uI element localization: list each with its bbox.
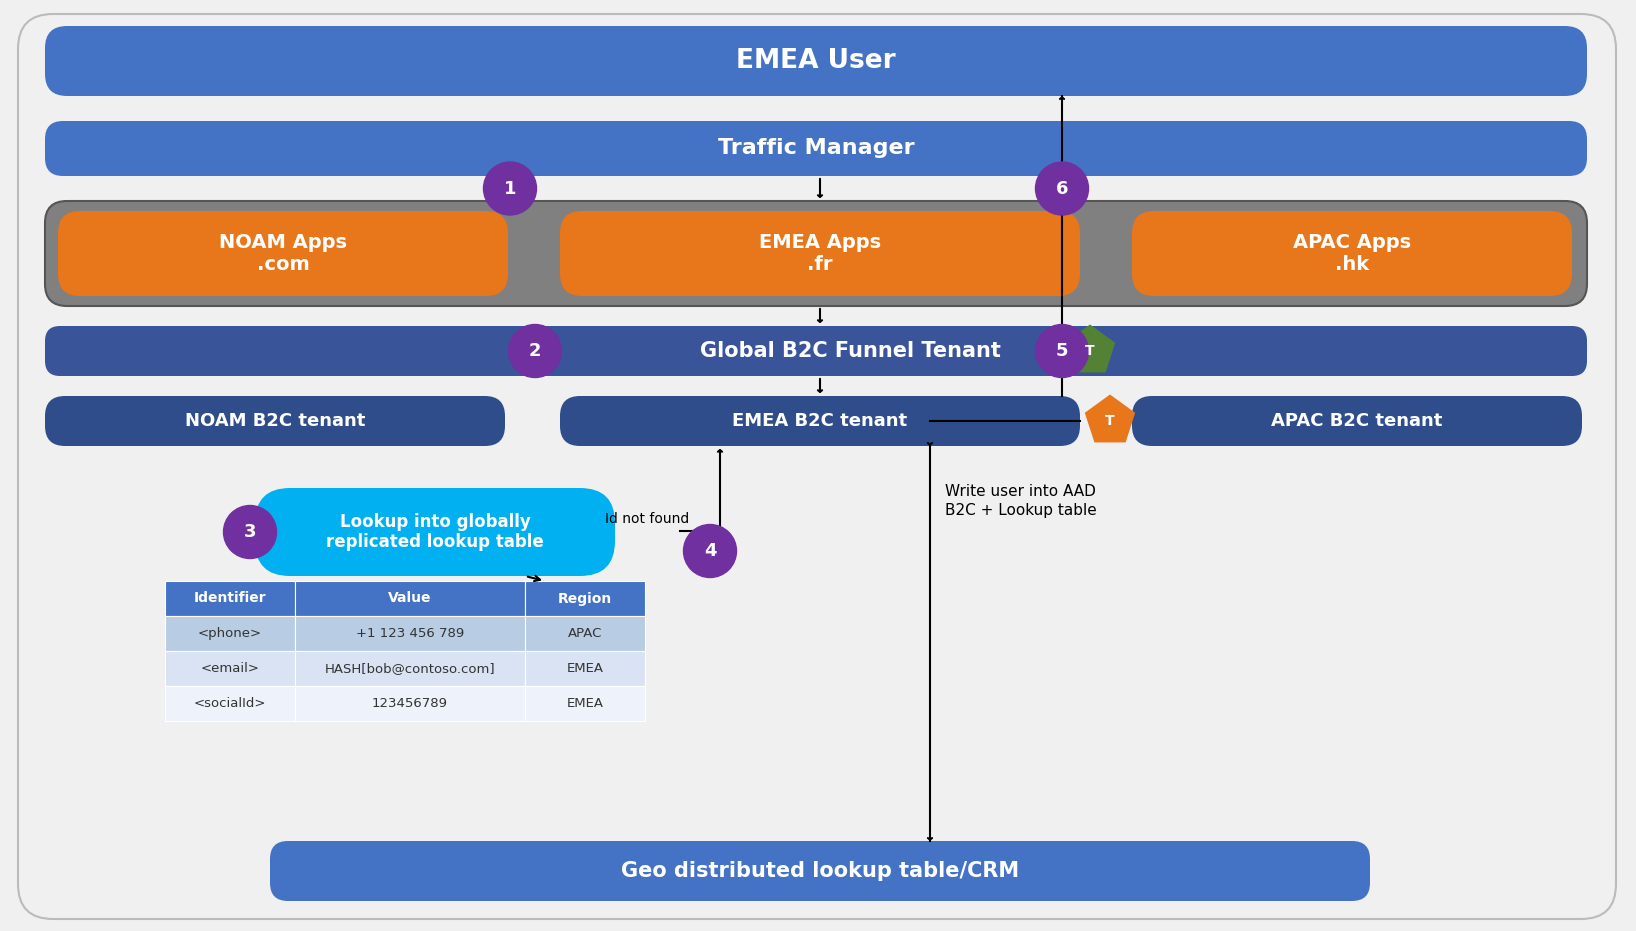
Text: EMEA Apps
.fr: EMEA Apps .fr bbox=[759, 233, 882, 274]
Text: Value: Value bbox=[388, 591, 432, 605]
Text: 3: 3 bbox=[244, 523, 257, 541]
FancyBboxPatch shape bbox=[46, 26, 1587, 96]
Text: Identifier: Identifier bbox=[193, 591, 267, 605]
Text: NOAM B2C tenant: NOAM B2C tenant bbox=[185, 412, 365, 430]
Circle shape bbox=[1036, 325, 1088, 377]
Text: <email>: <email> bbox=[201, 662, 260, 675]
Bar bbox=[294, 651, 525, 686]
Text: 1: 1 bbox=[504, 180, 517, 197]
FancyBboxPatch shape bbox=[1132, 396, 1582, 446]
Text: APAC Apps
.hk: APAC Apps .hk bbox=[1292, 233, 1412, 274]
Text: <socialId>: <socialId> bbox=[193, 697, 267, 710]
Text: 6: 6 bbox=[1055, 180, 1068, 197]
FancyBboxPatch shape bbox=[255, 488, 615, 576]
Text: 2: 2 bbox=[528, 342, 542, 360]
Text: +1 123 456 789: +1 123 456 789 bbox=[357, 627, 465, 640]
FancyBboxPatch shape bbox=[18, 14, 1616, 919]
Text: EMEA B2C tenant: EMEA B2C tenant bbox=[733, 412, 908, 430]
Text: 5: 5 bbox=[1055, 342, 1068, 360]
Circle shape bbox=[224, 506, 276, 559]
Circle shape bbox=[684, 524, 736, 577]
FancyBboxPatch shape bbox=[46, 201, 1587, 306]
Text: Lookup into globally
replicated lookup table: Lookup into globally replicated lookup t… bbox=[326, 513, 543, 551]
Circle shape bbox=[484, 162, 537, 215]
FancyBboxPatch shape bbox=[270, 841, 1369, 901]
Text: EMEA: EMEA bbox=[566, 662, 604, 675]
Bar bbox=[165, 686, 294, 721]
Text: HASH[bob@contoso.com]: HASH[bob@contoso.com] bbox=[324, 662, 496, 675]
Text: NOAM Apps
.com: NOAM Apps .com bbox=[219, 233, 347, 274]
Text: T: T bbox=[1106, 414, 1114, 428]
Bar bbox=[165, 581, 294, 616]
Bar bbox=[165, 651, 294, 686]
FancyBboxPatch shape bbox=[560, 396, 1080, 446]
Circle shape bbox=[1036, 162, 1088, 215]
Text: 123456789: 123456789 bbox=[371, 697, 448, 710]
FancyBboxPatch shape bbox=[57, 211, 509, 296]
Text: APAC B2C tenant: APAC B2C tenant bbox=[1271, 412, 1443, 430]
Polygon shape bbox=[1085, 395, 1135, 442]
Text: Geo distributed lookup table/CRM: Geo distributed lookup table/CRM bbox=[622, 861, 1019, 881]
FancyBboxPatch shape bbox=[46, 121, 1587, 176]
Text: Write user into AAD
B2C + Lookup table: Write user into AAD B2C + Lookup table bbox=[946, 483, 1096, 519]
Text: 4: 4 bbox=[703, 542, 717, 560]
Text: Global B2C Funnel Tenant: Global B2C Funnel Tenant bbox=[700, 341, 1001, 361]
Bar bbox=[525, 651, 645, 686]
Text: T: T bbox=[1085, 344, 1094, 358]
Text: EMEA User: EMEA User bbox=[736, 48, 897, 74]
Text: <phone>: <phone> bbox=[198, 627, 262, 640]
Bar bbox=[294, 616, 525, 651]
Bar bbox=[525, 616, 645, 651]
FancyBboxPatch shape bbox=[46, 326, 1587, 376]
Polygon shape bbox=[1065, 325, 1116, 372]
Bar bbox=[525, 581, 645, 616]
FancyBboxPatch shape bbox=[1132, 211, 1572, 296]
FancyBboxPatch shape bbox=[560, 211, 1080, 296]
Bar bbox=[165, 616, 294, 651]
Text: Id not found: Id not found bbox=[605, 512, 689, 526]
Bar bbox=[525, 686, 645, 721]
Bar bbox=[294, 581, 525, 616]
Circle shape bbox=[509, 325, 561, 377]
Text: EMEA: EMEA bbox=[566, 697, 604, 710]
Text: Traffic Manager: Traffic Manager bbox=[718, 139, 915, 158]
FancyBboxPatch shape bbox=[46, 396, 506, 446]
Text: APAC: APAC bbox=[568, 627, 602, 640]
Bar bbox=[294, 686, 525, 721]
Text: Region: Region bbox=[558, 591, 612, 605]
